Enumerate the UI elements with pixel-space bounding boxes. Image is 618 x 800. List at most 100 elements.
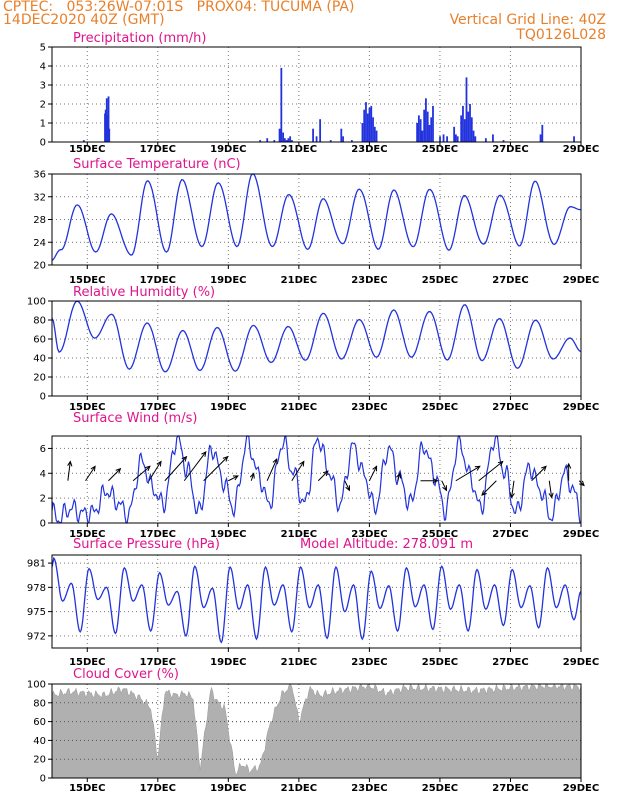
x-tick-label: 17DEC [140, 657, 176, 668]
wind-vector-head [249, 472, 255, 479]
x-tick-label: 21DEC [281, 402, 317, 413]
x-tick-label: 27DEC [492, 657, 528, 668]
precip-bar [502, 140, 505, 142]
y-tick-label: 32 [33, 192, 46, 203]
precip-bar [104, 109, 107, 142]
precip-bar [426, 111, 429, 142]
y-tick-label: 80 [33, 316, 46, 327]
x-tick-label: 21DEC [281, 275, 317, 286]
wind-vector [291, 460, 305, 482]
y-tick-label: 40 [33, 736, 46, 747]
precip-bar [291, 140, 293, 142]
x-tick-label: 17DEC [140, 144, 176, 155]
panel-3: 15DEC 17DEC 19DEC 21DEC 23DEC 25DEC 27DEC 29DEC… [27, 285, 599, 413]
wind-vector [132, 465, 151, 482]
wind-vector [531, 465, 547, 482]
precip-bar [289, 136, 292, 142]
precip-bar [366, 113, 369, 142]
wind-vector [85, 465, 96, 482]
wind-vector-shaft [132, 465, 151, 482]
panel-title: Surface Wind (m/s) [73, 411, 197, 426]
wind-vector [578, 480, 585, 487]
y-tick-label: 0 [40, 138, 46, 149]
wind-vector-shaft [511, 480, 515, 498]
wind-vector-head [396, 472, 402, 479]
wind-vector-shaft [203, 456, 229, 482]
wind-vector-head [232, 475, 239, 481]
precip-bar [463, 119, 466, 142]
y-tick-label: 28 [33, 215, 46, 226]
wind-vector-shaft [148, 461, 162, 482]
precip-bar [342, 136, 344, 142]
wind-vector-shaft [397, 473, 401, 481]
wind-vector-head [432, 478, 439, 484]
precip-bar [361, 123, 364, 142]
wind-vector-head [442, 485, 448, 492]
wind-vector-head [566, 462, 572, 469]
x-tick-label: 27DEC [492, 144, 528, 155]
wind-vector-shaft [228, 475, 239, 482]
wind-vector-head [144, 465, 151, 472]
x-tick-label: 23DEC [351, 657, 387, 668]
x-tick-label: 27DEC [492, 783, 528, 794]
x-tick-label: 29DEC [563, 529, 599, 540]
y-tick-label: 4 [40, 469, 46, 480]
cloud-cover-area [51, 683, 582, 779]
precip-bar [470, 117, 473, 142]
panel-frame [51, 554, 582, 649]
y-tick-label: 100 [27, 680, 46, 691]
wind-vector [566, 462, 572, 481]
wind-vector [441, 480, 448, 492]
precip-bar [439, 136, 441, 142]
precip-bar [273, 140, 276, 142]
x-tick-label: 29DEC [563, 144, 599, 155]
x-tick-label: 19DEC [210, 144, 246, 155]
precip-bar [419, 119, 422, 142]
precip-bar [456, 136, 459, 142]
header-grid-line: Vertical Grid Line: 40Z [449, 12, 606, 28]
precip-bar [312, 128, 314, 142]
wind-vector-shaft [266, 458, 278, 481]
precip-bar [278, 128, 281, 142]
panel-title: Cloud Cover (%) [73, 667, 179, 682]
wind-vector [164, 455, 188, 482]
wind-vector-shaft [548, 480, 553, 498]
x-tick-label: 15DEC [69, 657, 105, 668]
panel-title: Precipitation (mm/h) [73, 31, 206, 46]
y-tick-label: 60 [33, 335, 46, 346]
wind-vector-shaft [291, 461, 305, 482]
x-tick-label: 23DEC [351, 529, 387, 540]
x-tick-label: 15DEC [69, 144, 105, 155]
panel-title: Surface Pressure (hPa) [73, 537, 220, 552]
precip-bar [259, 140, 262, 142]
precip-bar [423, 109, 426, 142]
precip-bar [460, 115, 463, 142]
x-tick-label: 19DEC [210, 529, 246, 540]
wind-vector [509, 480, 515, 499]
x-tick-label: 15DEC [69, 529, 105, 540]
wind-vector [67, 460, 73, 481]
y-tick-label: 2 [40, 494, 46, 505]
precip-bar [446, 136, 448, 142]
wind-vector-shaft [164, 456, 187, 482]
x-tick-label: 25DEC [422, 783, 458, 794]
x-tick-label: 27DEC [492, 275, 528, 286]
y-tick-label: 80 [33, 698, 46, 709]
wind-vector-shaft [250, 473, 255, 481]
wind-vector-head [509, 492, 515, 499]
x-tick-label: 21DEC [281, 144, 317, 155]
x-tick-label: 19DEC [210, 657, 246, 668]
precip-bar [430, 117, 433, 142]
x-tick-label: 21DEC [281, 783, 317, 794]
x-tick-label: 23DEC [351, 783, 387, 794]
wind-vector-head [481, 490, 487, 496]
wind-vector-head [67, 460, 73, 467]
y-tick-label: 0 [40, 774, 46, 785]
y-tick-label: 2 [40, 100, 46, 111]
panel-frame [51, 683, 582, 779]
precip-bar [428, 124, 431, 142]
panel-frame [51, 46, 582, 143]
x-tick-label: 29DEC [563, 783, 599, 794]
precip-bar [283, 138, 286, 142]
